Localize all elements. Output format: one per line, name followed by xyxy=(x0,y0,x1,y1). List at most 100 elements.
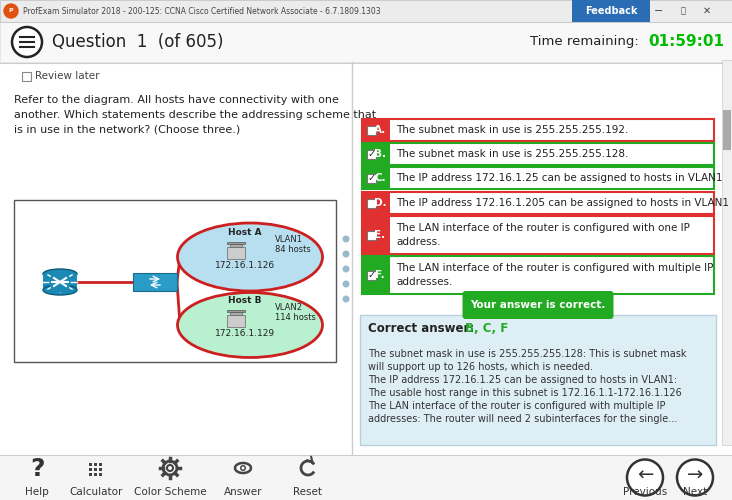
Bar xyxy=(367,270,376,280)
Circle shape xyxy=(343,296,349,302)
Bar xyxy=(723,110,731,150)
Circle shape xyxy=(343,266,349,272)
Text: VLAN1: VLAN1 xyxy=(275,236,303,244)
Bar xyxy=(362,256,390,294)
Bar xyxy=(94,463,97,466)
Bar xyxy=(89,468,92,471)
Text: ✕: ✕ xyxy=(703,6,711,16)
Text: addresses: The router will need 2 subinterfaces for the single...: addresses: The router will need 2 subint… xyxy=(368,414,677,424)
Text: 114 hosts: 114 hosts xyxy=(275,312,316,322)
Bar xyxy=(99,468,102,471)
Text: Review later: Review later xyxy=(35,71,100,81)
Text: Refer to the diagram. All hosts have connectivity with one
another. Which statem: Refer to the diagram. All hosts have con… xyxy=(14,95,376,134)
Bar xyxy=(99,463,102,466)
Circle shape xyxy=(4,4,18,18)
Text: Previous: Previous xyxy=(623,487,667,497)
Text: Next: Next xyxy=(683,487,707,497)
Text: Your answer is correct.: Your answer is correct. xyxy=(471,300,605,310)
Bar xyxy=(360,315,716,445)
Circle shape xyxy=(12,27,42,57)
Text: C.: C. xyxy=(374,173,386,183)
Bar xyxy=(362,119,714,141)
Bar xyxy=(94,473,97,476)
Ellipse shape xyxy=(177,223,323,291)
Text: The LAN interface of the router is configured with multiple IP
addresses.: The LAN interface of the router is confi… xyxy=(396,264,714,286)
Text: 172.16.1.126: 172.16.1.126 xyxy=(215,260,275,270)
Circle shape xyxy=(677,460,713,496)
Circle shape xyxy=(627,460,663,496)
Bar xyxy=(0,0,732,22)
Text: Host B: Host B xyxy=(228,296,262,305)
Bar xyxy=(367,126,376,134)
Text: will support up to 126 hosts, which is needed.: will support up to 126 hosts, which is n… xyxy=(368,362,593,372)
Circle shape xyxy=(240,465,246,471)
Bar xyxy=(230,312,242,315)
Bar xyxy=(362,192,390,214)
Text: The LAN interface of the router is configured with one IP
address.: The LAN interface of the router is confi… xyxy=(396,224,690,246)
Text: ✓: ✓ xyxy=(367,149,376,159)
Text: D.: D. xyxy=(374,198,386,208)
Circle shape xyxy=(50,272,70,292)
Text: The IP address 172.16.1.25 can be assigned to hosts in VLAN1: The IP address 172.16.1.25 can be assign… xyxy=(396,173,722,183)
Bar xyxy=(22,72,31,81)
Text: The LAN interface of the router is configured with multiple IP: The LAN interface of the router is confi… xyxy=(368,401,665,411)
Bar xyxy=(362,143,390,165)
Text: Time remaining:: Time remaining: xyxy=(530,36,639,49)
Bar xyxy=(89,463,92,466)
Ellipse shape xyxy=(43,285,77,295)
Text: 172.16.1.129: 172.16.1.129 xyxy=(215,328,275,338)
Text: A.: A. xyxy=(374,125,386,135)
Bar xyxy=(362,216,390,254)
Circle shape xyxy=(242,466,244,469)
Bar xyxy=(14,200,336,362)
Text: Calculator: Calculator xyxy=(70,487,123,497)
Bar xyxy=(99,473,102,476)
Bar xyxy=(227,315,245,327)
Ellipse shape xyxy=(177,292,323,358)
Bar xyxy=(133,273,177,291)
Text: Help: Help xyxy=(25,487,49,497)
Bar xyxy=(94,468,97,471)
Text: ←: ← xyxy=(637,466,653,485)
Bar xyxy=(367,198,376,207)
Text: Question  1  (of 605): Question 1 (of 605) xyxy=(52,33,223,51)
Bar xyxy=(722,60,732,445)
Bar xyxy=(43,274,77,290)
Bar xyxy=(362,216,714,254)
Text: ProfExam Simulator 2018 - 200-125: CCNA Cisco Certified Network Associate - 6.7.: ProfExam Simulator 2018 - 200-125: CCNA … xyxy=(23,6,381,16)
Bar xyxy=(362,167,390,189)
Text: 01:59:01: 01:59:01 xyxy=(648,34,724,50)
Circle shape xyxy=(343,236,349,242)
Bar xyxy=(227,310,245,312)
Text: The IP address 172.16.1.25 can be assigned to hosts in VLAN1:: The IP address 172.16.1.25 can be assign… xyxy=(368,375,677,385)
Bar xyxy=(367,174,376,182)
Text: ⬜: ⬜ xyxy=(681,6,685,16)
Text: Host A: Host A xyxy=(228,228,262,237)
Bar xyxy=(362,119,390,141)
Text: The usable host range in this subnet is 172.16.1.1-172.16.1.126: The usable host range in this subnet is … xyxy=(368,388,681,398)
Text: Color Scheme: Color Scheme xyxy=(134,487,206,497)
Bar xyxy=(0,22,732,62)
Bar xyxy=(362,167,714,189)
FancyBboxPatch shape xyxy=(463,291,613,319)
Text: The IP address 172.16.1.205 can be assigned to hosts in VLAN1: The IP address 172.16.1.205 can be assig… xyxy=(396,198,729,208)
Bar xyxy=(367,230,376,239)
Bar xyxy=(230,244,242,247)
Text: B.: B. xyxy=(374,149,386,159)
Bar xyxy=(227,242,245,244)
Circle shape xyxy=(343,280,349,287)
Bar xyxy=(367,150,376,158)
Bar xyxy=(89,473,92,476)
Circle shape xyxy=(167,465,173,471)
Bar xyxy=(362,143,714,165)
Text: B, C, F: B, C, F xyxy=(465,322,508,336)
Text: Answer: Answer xyxy=(224,487,262,497)
Text: ?: ? xyxy=(30,457,44,481)
Bar xyxy=(227,247,245,259)
Text: 84 hosts: 84 hosts xyxy=(275,244,311,254)
Bar xyxy=(0,455,732,500)
Bar xyxy=(362,256,714,294)
Text: E.: E. xyxy=(375,230,386,240)
Text: The subnet mask in use is 255.255.255.128.: The subnet mask in use is 255.255.255.12… xyxy=(396,149,628,159)
Ellipse shape xyxy=(43,269,77,279)
